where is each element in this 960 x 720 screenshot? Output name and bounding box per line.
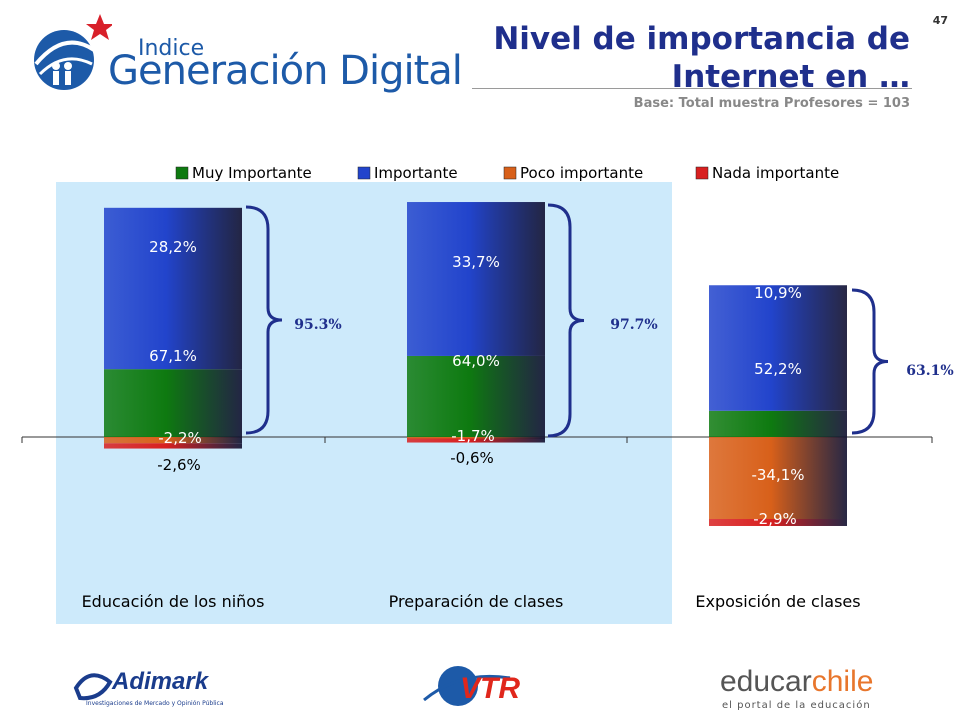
brace-exposicion-de-clases <box>851 288 889 435</box>
value-label-nada-importante-exposicion-de-clases: -2,9% <box>753 510 797 528</box>
bar-importante-preparacion-de-clases <box>407 202 545 356</box>
bar-poco-importante-preparacion-de-clases <box>407 437 545 439</box>
adimark-tagline: Investigaciones de Mercado y Opinión Púb… <box>86 700 224 707</box>
chile-text: chile <box>811 665 874 698</box>
adimark-logo-text: Adimark <box>112 668 209 695</box>
page-title: Nivel de importancia de Internet en … <box>493 21 910 95</box>
bar-poco-importante-educacion-de-los-ninos <box>104 437 242 444</box>
bar-nada-importante-educacion-de-los-ninos <box>104 443 242 449</box>
educarchile-logo-text: educarchile <box>720 665 873 699</box>
total-label-preparacion-de-clases: 97.7% <box>610 317 657 333</box>
bar-nada-importante-exposicion-de-clases <box>709 519 847 526</box>
adimark-logo <box>73 673 113 701</box>
title-divider <box>472 88 912 89</box>
brace-educacion-de-los-ninos <box>245 205 283 435</box>
bar-muy-importante-preparacion-de-clases <box>407 355 545 437</box>
value-label-nada-importante-preparacion-de-clases: -1,7% <box>451 427 495 445</box>
educar-text: educar <box>720 665 812 698</box>
total-label-educacion-de-los-ninos: 95.3% <box>294 317 341 333</box>
category-label-exposicion-de-clases: Exposición de clases <box>695 592 860 611</box>
legend-label-nada-importante: Nada importante <box>712 164 839 182</box>
chart-legend: Muy Importante Importante Poco importante N… <box>175 164 839 182</box>
bar-importante-educacion-de-los-ninos <box>104 207 242 370</box>
legend-swatch-nada-importante <box>695 166 709 180</box>
category-labels: Educación de los niños Preparación de cla… <box>82 592 861 611</box>
page-subtitle: Base: Total muestra Profesores = 103 <box>633 96 910 111</box>
bar-muy-importante-exposicion-de-clases <box>709 410 847 437</box>
vtr-logo-text: VTR <box>460 672 520 705</box>
legend-label-importante: Importante <box>374 164 458 182</box>
logo-big-text: Generación Digital <box>108 48 463 94</box>
value-label-nada-importante-educacion-de-los-ninos: -2,2% <box>158 429 202 447</box>
value-label-poco-importante-exposicion-de-clases: -34,1% <box>751 466 804 484</box>
value-label-muy-importante-educacion-de-los-ninos: 28,2% <box>149 238 197 256</box>
value-label-importante-educacion-de-los-ninos: 67,1% <box>149 347 197 365</box>
value-label-poco-importante-preparacion-de-clases: -0,6% <box>450 449 494 467</box>
brace-preparacion-de-clases <box>547 203 585 438</box>
category-label-educacion-de-los-ninos: Educación de los niños <box>82 592 265 611</box>
legend-swatch-poco-importante <box>503 166 517 180</box>
legend-swatch-importante <box>357 166 371 180</box>
page-number: 47 <box>932 14 948 27</box>
bar-muy-importante-educacion-de-los-ninos <box>104 369 242 437</box>
bars-group: 28,2% 33,7% 10,9% 67,1% 64,0% 52,2% -2,6% -0,6%… <box>104 202 847 528</box>
value-label-poco-importante-educacion-de-los-ninos: -2,6% <box>157 456 201 474</box>
legend-label-muy-importante: Muy Importante <box>192 164 312 182</box>
bar-poco-importante-exposicion-de-clases <box>709 437 847 520</box>
axis-ticks <box>21 437 933 443</box>
value-label-importante-preparacion-de-clases: 64,0% <box>452 352 500 370</box>
vtr-logo <box>423 666 511 706</box>
legend-swatch-muy-importante <box>175 166 189 180</box>
indice-generacion-digital-logo <box>22 10 442 98</box>
legend-label-poco-importante: Poco importante <box>520 164 643 182</box>
total-label-exposicion-de-clases: 63.1% <box>906 363 953 379</box>
value-label-muy-importante-exposicion-de-clases: 10,9% <box>754 284 802 302</box>
category-label-preparacion-de-clases: Preparación de clases <box>389 592 564 611</box>
bar-nada-importante-preparacion-de-clases <box>407 438 545 443</box>
bar-importante-exposicion-de-clases <box>709 285 847 411</box>
value-label-importante-exposicion-de-clases: 52,2% <box>754 360 802 378</box>
educarchile-tagline: el portal de la educación <box>722 700 871 711</box>
value-label-muy-importante-preparacion-de-clases: 33,7% <box>452 253 500 271</box>
logo-small-text: Indice <box>138 36 205 61</box>
globe-star-icon <box>34 14 114 90</box>
total-braces: 95.3% 97.7% 63.1% <box>245 203 954 438</box>
